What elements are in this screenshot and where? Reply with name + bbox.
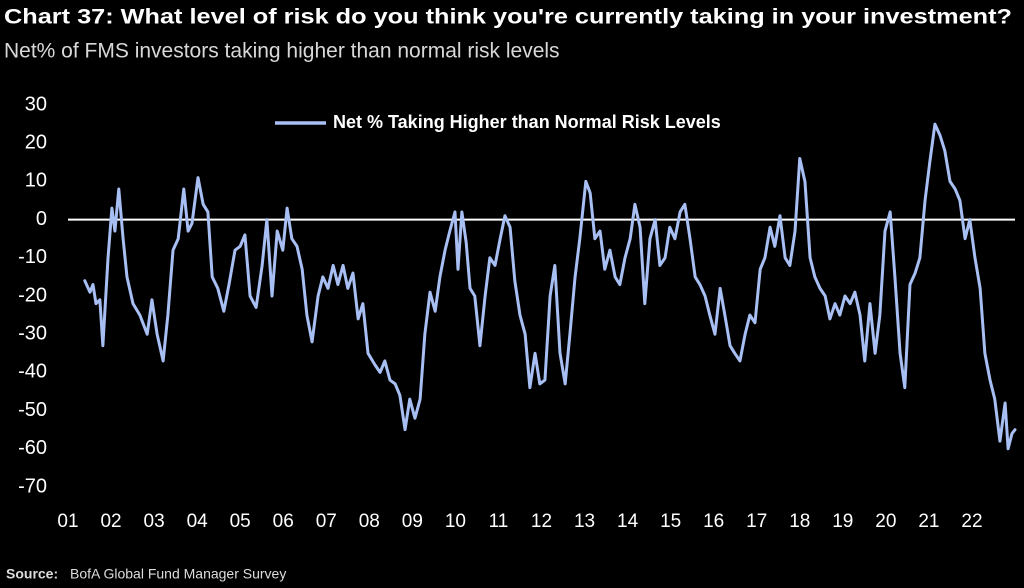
x-tick-label: 01 <box>57 511 78 532</box>
x-tick-label: 22 <box>961 511 982 532</box>
x-tick-label: 04 <box>187 511 209 532</box>
chart-subtitle: Net% of FMS investors taking higher than… <box>4 40 560 63</box>
x-tick-label: 15 <box>660 511 681 532</box>
series-line <box>83 122 1017 451</box>
y-tick-label: 0 <box>36 208 47 230</box>
y-tick-label: 30 <box>25 93 47 115</box>
x-tick-label: 12 <box>531 511 552 532</box>
x-tick-label: 20 <box>875 511 896 532</box>
x-tick-label: 19 <box>832 511 853 532</box>
x-tick-label: 03 <box>144 511 165 532</box>
legend-label: Net % Taking Higher than Normal Risk Lev… <box>333 112 721 132</box>
y-tick-label: -30 <box>18 322 47 344</box>
x-tick-label: 16 <box>703 511 724 532</box>
x-tick-label: 18 <box>789 511 810 532</box>
y-tick-label: -60 <box>18 437 47 459</box>
x-tick-label: 02 <box>100 511 121 532</box>
source-label: Source: <box>6 566 58 582</box>
x-tick-label: 06 <box>273 511 294 532</box>
x-tick-label: 21 <box>918 511 939 532</box>
source: BofA Global Fund Manager Survey <box>70 566 286 582</box>
x-tick-label: 11 <box>489 511 509 532</box>
y-tick-label: -50 <box>18 399 47 421</box>
x-tick-label: 05 <box>230 511 251 532</box>
y-tick-label: -70 <box>18 475 47 497</box>
y-tick-label: 10 <box>25 170 47 192</box>
chart-title: Chart 37: What level of risk do you thin… <box>4 6 1012 29</box>
y-tick-label: -40 <box>18 361 47 383</box>
x-tick-label: 10 <box>445 511 466 532</box>
x-tick-label: 14 <box>617 511 639 532</box>
y-tick-label: 20 <box>25 131 47 153</box>
x-tick-label: 17 <box>746 511 767 532</box>
x-tick-label: 09 <box>402 511 423 532</box>
y-tick-label: -20 <box>18 284 47 306</box>
x-tick-label: 08 <box>359 511 380 532</box>
x-tick-label: 07 <box>316 511 337 532</box>
x-tick-label: 13 <box>574 511 595 532</box>
y-tick-label: -10 <box>18 246 47 268</box>
